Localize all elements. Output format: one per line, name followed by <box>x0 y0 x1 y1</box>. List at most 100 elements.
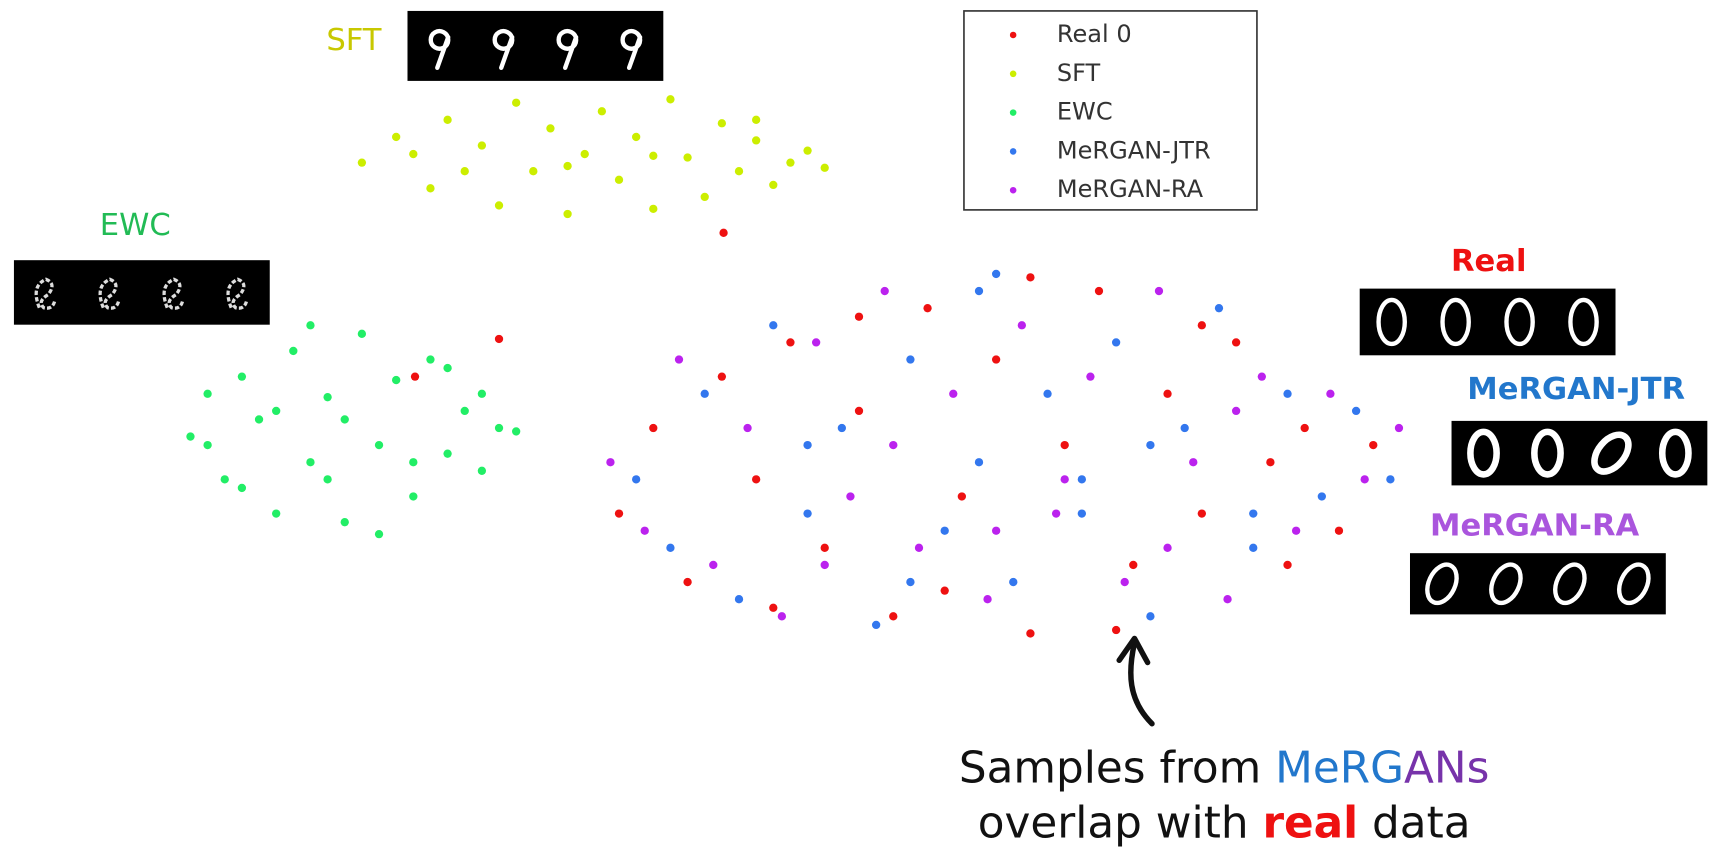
scatter-point <box>1111 625 1121 635</box>
caption-line-2: overlap with real data <box>978 797 1471 848</box>
scatter-point <box>392 132 401 142</box>
thumbnail <box>407 10 664 81</box>
scatter-point <box>1146 612 1155 621</box>
scatter-point <box>1154 286 1164 296</box>
scatter-point <box>1026 629 1035 638</box>
scatter-point <box>512 98 521 107</box>
digit <box>1504 297 1535 347</box>
scatter-point <box>1351 406 1361 416</box>
scatter-point <box>443 115 452 124</box>
scatter-point <box>683 577 692 587</box>
scatter-point <box>580 149 589 159</box>
scatter-point <box>640 526 649 535</box>
digit <box>98 277 121 310</box>
scatter-point <box>614 509 624 518</box>
caption-part: ANs <box>1404 743 1489 794</box>
digit <box>492 29 515 70</box>
scatter-point <box>769 321 778 330</box>
scatter-point <box>477 389 487 398</box>
scatter-point <box>546 124 555 133</box>
scatter-point <box>392 375 401 385</box>
scatter-point <box>254 415 264 424</box>
scatter-point <box>1394 423 1404 433</box>
scatter-point <box>940 586 949 595</box>
scatter-point <box>957 492 967 501</box>
scatter-point <box>1189 458 1198 467</box>
scatter-point <box>1326 389 1335 398</box>
scatter-point <box>1060 475 1069 484</box>
legend-label: MeRGAN-JTR <box>1057 136 1211 164</box>
scatter-point <box>1249 509 1258 518</box>
scatter-point <box>306 458 315 467</box>
scatter-point <box>666 543 675 552</box>
scatter-point <box>323 393 332 402</box>
scatter-point <box>1214 304 1224 313</box>
scatter-point <box>306 321 315 330</box>
scatter-point <box>700 192 709 202</box>
scatter-point <box>289 346 298 356</box>
scatter-point <box>649 151 658 160</box>
scatter-point <box>1086 372 1095 381</box>
scatter-point <box>494 201 504 210</box>
scatter-point <box>1283 560 1292 570</box>
digit <box>556 29 579 70</box>
legend-label: MeRGAN-RA <box>1057 175 1204 203</box>
scatter-point <box>1163 543 1172 552</box>
scatter-point <box>820 163 829 172</box>
scatter-point <box>409 149 418 159</box>
scatter-point <box>734 595 744 604</box>
scatter-point <box>1197 509 1206 518</box>
arrow <box>1128 640 1155 727</box>
scatter-point <box>949 389 958 398</box>
annotation-real: Real <box>1451 244 1526 279</box>
scatter-point <box>991 526 1001 535</box>
scatter-point <box>1360 475 1369 484</box>
legend: Real 0 SFT EWC MeRGAN-JTR MeRGAN-RA <box>1009 20 1211 203</box>
scatter-point <box>460 406 469 416</box>
scatter-point <box>220 475 229 484</box>
scatter-point <box>991 269 1001 279</box>
scatter-point <box>1223 595 1232 604</box>
scatter-point <box>717 119 727 128</box>
digit <box>1376 297 1407 347</box>
scatter-point <box>237 483 247 493</box>
legend-marker <box>1009 31 1017 39</box>
digit <box>428 29 451 70</box>
scatter-point <box>914 543 924 552</box>
scatter-point <box>769 603 778 612</box>
digit <box>1553 562 1587 606</box>
scatter-point <box>666 95 675 104</box>
scatter-point <box>974 286 984 296</box>
scatter-point <box>974 458 984 467</box>
scatter-point <box>477 466 487 475</box>
caption-line-1: Samples from MeRGANs <box>959 743 1490 794</box>
scatter-point <box>854 406 864 416</box>
scatter-point <box>563 161 572 171</box>
scatter-point <box>700 389 709 398</box>
scatter-point <box>803 146 812 155</box>
scatter-point <box>374 529 384 539</box>
scatter-point <box>889 440 898 450</box>
scatter-point <box>494 423 504 433</box>
scatter-point <box>614 175 624 184</box>
scatter-point <box>719 228 728 237</box>
scatter-point <box>410 372 420 381</box>
legend-label: SFT <box>1057 59 1101 87</box>
scatter-point <box>632 475 641 484</box>
scatter-point <box>409 458 418 467</box>
scatter-point <box>1017 321 1027 330</box>
scatter-point <box>811 338 821 347</box>
annotation-jtr: MeRGAN-JTR <box>1467 372 1685 407</box>
caption-part: MeRG <box>1275 743 1404 794</box>
scatter-point <box>1077 475 1086 484</box>
scatter-point <box>1163 389 1172 398</box>
scatter-point <box>1197 321 1206 330</box>
scatter-point <box>426 355 435 364</box>
legend-label: EWC <box>1057 98 1113 126</box>
scatter-point <box>374 440 384 450</box>
scatter-point <box>906 577 915 587</box>
caption-part: Samples from <box>959 743 1275 794</box>
scatter-point <box>203 389 212 398</box>
scatter-point <box>1283 389 1292 398</box>
